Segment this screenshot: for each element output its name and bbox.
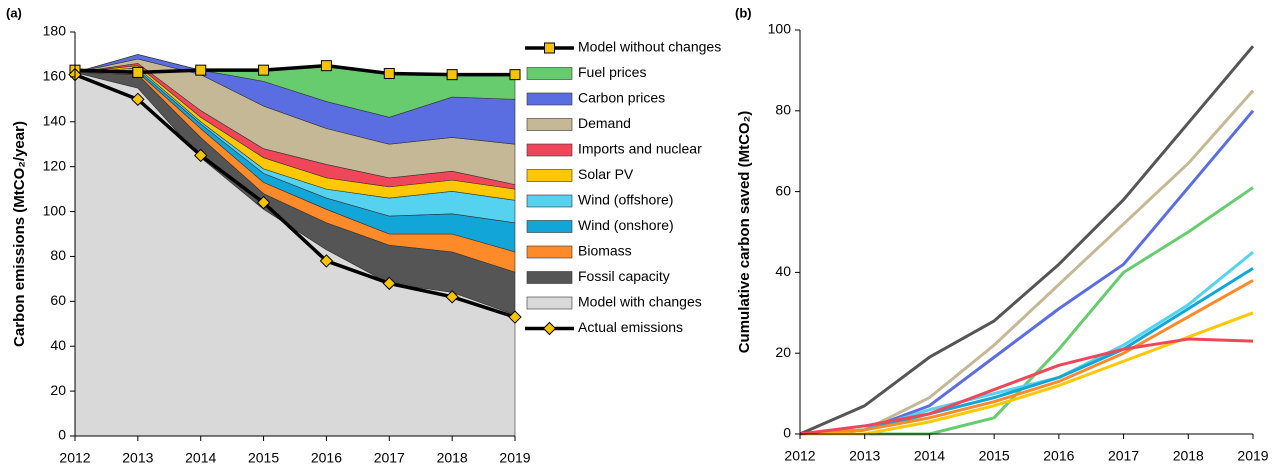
legend-label: Actual emissions (578, 319, 683, 335)
x-tick-label: 2016 (311, 450, 342, 466)
y-tick-label: 180 (43, 23, 67, 39)
y-tick-label: 20 (775, 344, 791, 360)
legend-label: Imports and nuclear (578, 141, 702, 157)
x-tick-label: 2014 (185, 450, 216, 466)
marker (194, 148, 208, 163)
y-tick-label: 80 (775, 102, 791, 118)
y-tick-label: 20 (50, 382, 66, 398)
legend-swatch (526, 118, 573, 131)
x-tick-label: 2015 (979, 448, 1010, 464)
x-tick-label: 2018 (1173, 448, 1204, 464)
marker (544, 42, 555, 54)
line (800, 311, 1254, 436)
y-tick-label: 160 (43, 68, 67, 84)
y-tick-label: 140 (43, 112, 67, 128)
legend-label: Model with changes (578, 294, 702, 310)
legend-label: Fuel prices (578, 64, 646, 80)
y-axis-title: Carbon emissions (MtCO₂/year) (11, 121, 28, 347)
y-tick-label: 40 (775, 263, 791, 279)
legend-swatch (526, 169, 573, 182)
marker (542, 321, 557, 336)
y-tick-label: 100 (43, 202, 67, 218)
marker (383, 68, 395, 80)
legend-swatch (526, 67, 573, 80)
line (799, 45, 1255, 436)
legend-label: Model without changes (578, 39, 721, 55)
marker (508, 310, 522, 324)
legend-label: Wind (offshore) (578, 192, 673, 208)
legend-swatch (526, 143, 573, 157)
y-tick-label: 0 (783, 425, 791, 441)
marker (446, 69, 458, 81)
x-tick-label: 2019 (499, 450, 530, 466)
legend-label: Solar PV (578, 166, 634, 182)
x-tick-label: 2017 (1108, 448, 1139, 464)
legend-swatch (526, 92, 573, 106)
line (74, 63, 515, 77)
marker (445, 290, 459, 304)
legend-label: Fossil capacity (578, 268, 670, 284)
legend-swatch (526, 220, 573, 233)
x-tick-label: 2012 (784, 448, 815, 464)
marker (258, 64, 270, 76)
y-tick-label: 60 (775, 182, 791, 198)
marker (509, 69, 521, 81)
panel-label: (a) (6, 5, 22, 20)
x-tick-label: 2013 (122, 450, 153, 466)
marker (320, 60, 332, 72)
plot-area (799, 45, 1255, 436)
marker (195, 64, 207, 76)
x-tick-label: 2019 (1237, 448, 1268, 464)
marker (256, 195, 271, 210)
line (799, 337, 1254, 436)
legend-swatch (526, 271, 573, 284)
line (74, 73, 516, 319)
y-tick-label: 120 (43, 157, 67, 173)
legend-label: Demand (578, 115, 631, 131)
y-tick-label: 60 (50, 292, 66, 308)
x-tick-label: 2018 (437, 450, 468, 466)
legend-swatch (526, 296, 573, 310)
legend-label: Wind (onshore) (578, 217, 674, 233)
y-tick-label: 0 (58, 427, 66, 443)
line (799, 251, 1254, 436)
x-tick-label: 2015 (248, 450, 279, 466)
line (799, 279, 1254, 436)
y-tick-label: 100 (768, 21, 792, 37)
y-tick-label: 40 (50, 337, 66, 353)
plot-area (74, 54, 516, 437)
legend-swatch (526, 245, 573, 259)
marker (382, 276, 396, 291)
y-axis-title: Cumulative carbon saved (MtCO₂) (736, 111, 753, 354)
marker (132, 66, 144, 78)
x-tick-label: 2012 (59, 450, 90, 466)
x-tick-label: 2016 (1043, 448, 1074, 464)
y-tick-label: 80 (50, 247, 66, 263)
x-tick-label: 2013 (849, 448, 880, 464)
legend-label: Carbon prices (578, 90, 665, 106)
marker (131, 92, 145, 107)
x-tick-label: 2014 (914, 448, 945, 464)
panel-label: (b) (735, 5, 752, 20)
x-tick-label: 2017 (374, 450, 405, 466)
legend-label: Biomass (578, 243, 632, 259)
legend-swatch (526, 194, 573, 208)
marker (319, 254, 334, 268)
